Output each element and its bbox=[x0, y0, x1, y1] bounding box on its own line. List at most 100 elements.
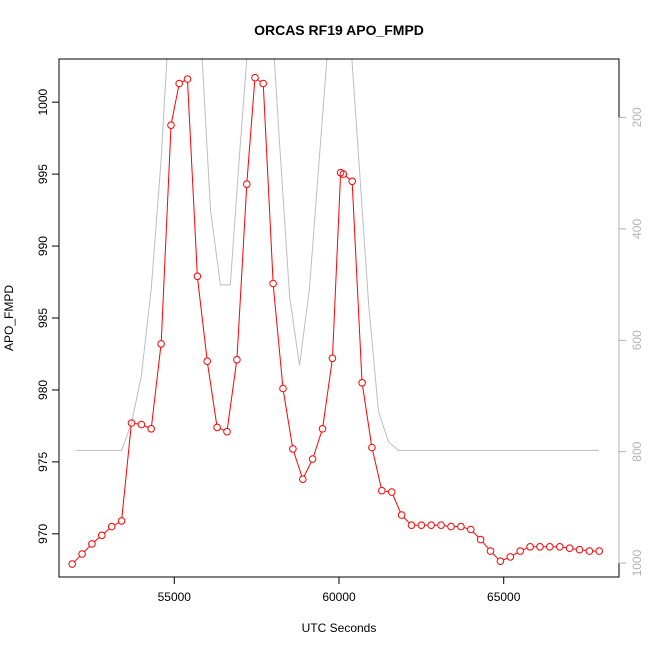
primary-line-segment bbox=[385, 490, 389, 493]
y2-tick-label: 600 bbox=[630, 330, 644, 350]
data-point bbox=[595, 547, 604, 555]
primary-line-segment bbox=[472, 531, 479, 538]
data-point bbox=[546, 543, 554, 551]
primary-line-segment bbox=[272, 286, 284, 386]
data-point bbox=[68, 560, 76, 568]
primary-line-segment bbox=[134, 423, 139, 425]
data-point bbox=[526, 543, 534, 551]
data-point bbox=[203, 357, 211, 366]
data-point bbox=[575, 545, 584, 554]
chart-title: ORCAS RF19 APO_FMPD bbox=[254, 22, 424, 38]
primary-line-segment bbox=[84, 545, 90, 552]
data-point bbox=[447, 522, 455, 531]
primary-line-segment bbox=[322, 361, 333, 426]
primary-line-segment bbox=[362, 385, 372, 445]
primary-line-segment bbox=[463, 527, 468, 530]
data-point bbox=[183, 75, 192, 83]
primary-line-segment bbox=[207, 364, 218, 425]
primary-line-segment bbox=[262, 86, 274, 281]
plot-area bbox=[68, 59, 604, 568]
data-point bbox=[127, 419, 136, 427]
primary-line-segment bbox=[492, 553, 499, 560]
data-point bbox=[233, 355, 241, 364]
primary-line-segment bbox=[293, 451, 303, 477]
data-point bbox=[279, 384, 287, 393]
primary-line-segment bbox=[246, 80, 256, 181]
data-point bbox=[167, 121, 175, 129]
primary-line-segment bbox=[572, 548, 577, 550]
data-point bbox=[555, 543, 564, 551]
primary-line-segment bbox=[171, 86, 180, 123]
primary-line-segment bbox=[94, 537, 100, 543]
primary-series-line bbox=[74, 79, 596, 563]
y-tick-label: 1000 bbox=[36, 88, 50, 115]
data-point bbox=[437, 521, 445, 530]
y-tick-label: 985 bbox=[36, 308, 50, 328]
primary-line-segment bbox=[482, 541, 489, 549]
data-point bbox=[358, 379, 366, 387]
primary-line-segment bbox=[226, 362, 237, 429]
primary-line-segment bbox=[219, 428, 225, 431]
data-point bbox=[117, 517, 126, 525]
axes: 55000 60000 65000 970 975 980 985 990 995 1000 200… bbox=[36, 88, 644, 604]
data-point bbox=[506, 553, 515, 561]
y-tick-label: 995 bbox=[36, 164, 50, 184]
primary-line-segment bbox=[313, 431, 322, 457]
data-point bbox=[467, 525, 475, 534]
data-point bbox=[339, 170, 348, 178]
primary-line-segment bbox=[403, 517, 410, 524]
data-point bbox=[496, 557, 505, 566]
primary-line-segment bbox=[144, 425, 149, 428]
y2-tick-label: 200 bbox=[630, 107, 644, 127]
primary-line-segment bbox=[392, 494, 401, 513]
x-axis-label: UTC Seconds bbox=[302, 621, 377, 635]
data-point bbox=[536, 543, 544, 551]
x-tick-label: 60000 bbox=[322, 590, 356, 604]
primary-line-segment bbox=[522, 547, 528, 551]
primary-line-segment bbox=[121, 426, 132, 518]
primary-line-segment bbox=[372, 450, 382, 488]
data-point bbox=[213, 423, 221, 432]
data-point bbox=[427, 521, 436, 530]
data-point bbox=[223, 427, 231, 436]
data-point bbox=[137, 420, 146, 429]
data-point bbox=[457, 522, 465, 531]
data-point bbox=[299, 475, 307, 484]
data-point bbox=[368, 443, 376, 452]
y-tick-label: 970 bbox=[36, 524, 50, 544]
data-point bbox=[378, 486, 386, 495]
primary-line-segment bbox=[114, 522, 119, 526]
data-point bbox=[328, 354, 337, 363]
secondary-series-line bbox=[75, 59, 600, 451]
data-point bbox=[486, 547, 495, 555]
data-point bbox=[78, 550, 86, 558]
primary-line-segment bbox=[345, 175, 350, 180]
data-point bbox=[387, 488, 396, 496]
y2-tick-label: 400 bbox=[630, 219, 644, 239]
data-point bbox=[251, 73, 259, 82]
data-point bbox=[175, 79, 183, 88]
data-point bbox=[157, 340, 165, 348]
primary-line-segment bbox=[74, 555, 81, 563]
data-point bbox=[259, 79, 268, 88]
data-point bbox=[88, 540, 96, 548]
y2-tick-label: 800 bbox=[630, 441, 644, 461]
data-point bbox=[476, 535, 485, 544]
primary-line-segment bbox=[257, 79, 261, 83]
primary-line-segment bbox=[351, 184, 363, 380]
data-point bbox=[318, 425, 327, 433]
primary-line-segment bbox=[181, 80, 185, 83]
primary-line-segment bbox=[197, 279, 208, 358]
primary-line-segment bbox=[283, 391, 293, 446]
x-tick-label: 65000 bbox=[487, 590, 521, 604]
primary-line-segment bbox=[151, 347, 162, 426]
y-tick-label: 990 bbox=[36, 236, 50, 256]
y-tick-label: 980 bbox=[36, 380, 50, 400]
primary-line-segment bbox=[103, 528, 110, 534]
y-axis-label: APO_FMPD bbox=[2, 285, 16, 351]
data-point bbox=[516, 547, 525, 555]
y2-tick-label: 1000 bbox=[630, 549, 644, 576]
primary-line-segment bbox=[187, 82, 198, 274]
